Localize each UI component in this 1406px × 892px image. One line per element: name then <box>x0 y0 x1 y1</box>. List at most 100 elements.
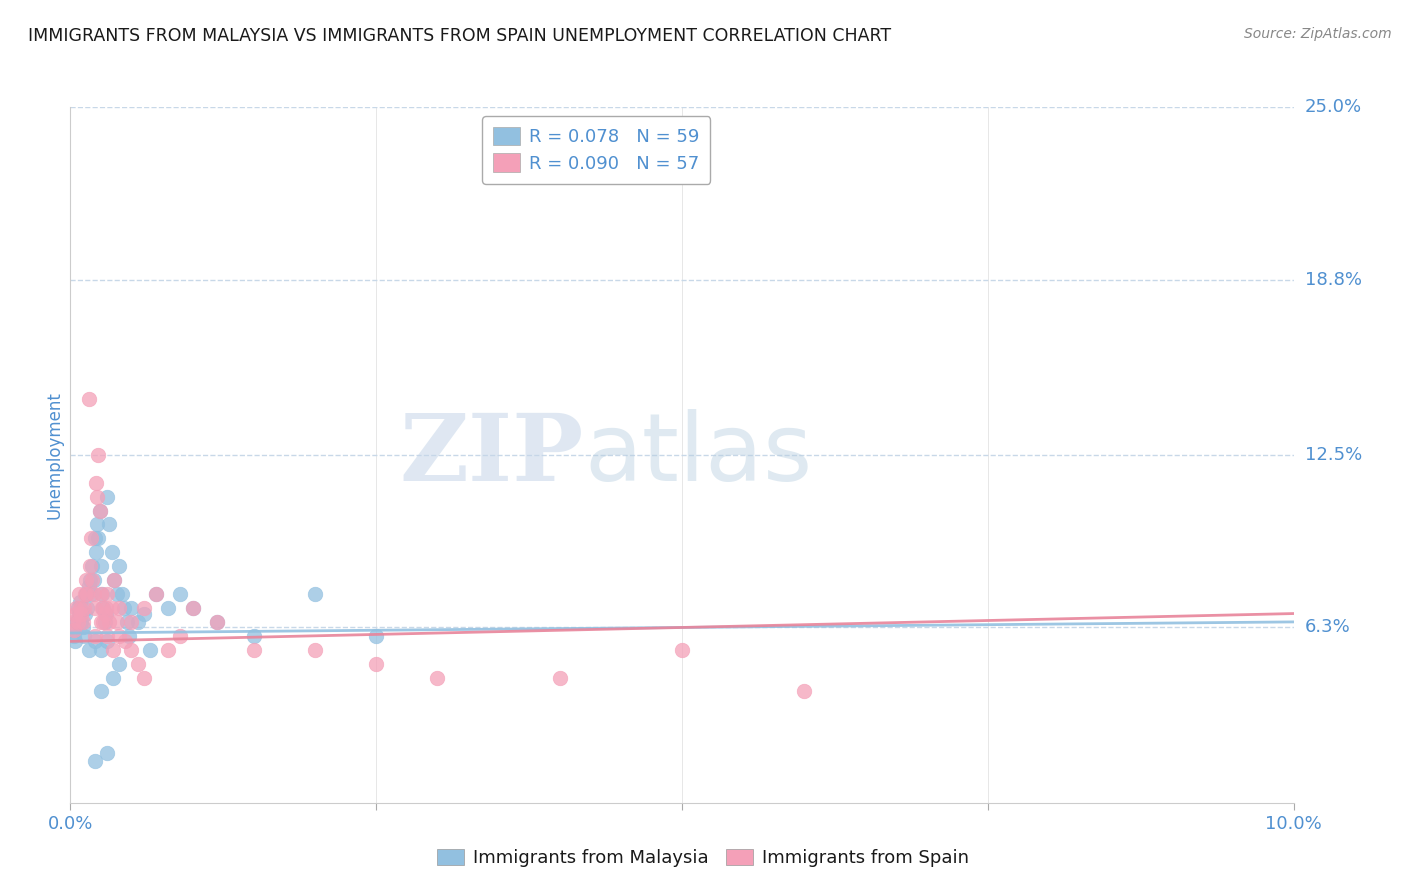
Point <box>108 559 131 574</box>
Point <box>132 601 155 615</box>
Point <box>94 601 117 615</box>
Point <box>112 601 135 615</box>
Point <box>90 642 112 657</box>
Point <box>101 671 124 685</box>
Point <box>67 587 90 601</box>
Point <box>67 607 90 621</box>
Point <box>91 587 114 601</box>
Point <box>80 587 103 601</box>
Point <box>73 607 96 621</box>
Point <box>77 642 100 657</box>
Point <box>118 629 141 643</box>
Point <box>62 615 84 629</box>
Point <box>132 607 155 621</box>
Point <box>91 615 114 629</box>
Point <box>83 573 105 587</box>
Point <box>79 573 101 587</box>
Point <box>87 448 110 462</box>
Point <box>77 579 100 593</box>
Point <box>65 601 87 615</box>
Text: Source: ZipAtlas.com: Source: ZipAtlas.com <box>1244 27 1392 41</box>
Point <box>83 634 105 648</box>
Point <box>93 607 115 621</box>
Point <box>127 657 149 671</box>
Point <box>69 595 91 609</box>
Point <box>304 642 326 657</box>
Point <box>671 642 693 657</box>
Point <box>181 601 204 615</box>
Point <box>63 624 86 638</box>
Legend: Immigrants from Malaysia, Immigrants from Spain: Immigrants from Malaysia, Immigrants fro… <box>429 841 977 874</box>
Text: 6.3%: 6.3% <box>1305 618 1350 637</box>
Point <box>181 601 204 615</box>
Point <box>91 601 114 615</box>
Point <box>83 532 105 546</box>
Point <box>103 573 125 587</box>
Point <box>83 601 105 615</box>
Point <box>90 587 112 601</box>
Point <box>426 671 449 685</box>
Point <box>127 615 149 629</box>
Point <box>83 754 105 768</box>
Point <box>76 601 98 615</box>
Point <box>96 629 118 643</box>
Point <box>115 615 138 629</box>
Point <box>84 475 107 490</box>
Point <box>72 620 94 634</box>
Point <box>157 601 180 615</box>
Point <box>86 490 108 504</box>
Point <box>114 634 136 648</box>
Point <box>76 587 98 601</box>
Point <box>69 601 91 615</box>
Point <box>169 587 191 601</box>
Legend: R = 0.078   N = 59, R = 0.090   N = 57: R = 0.078 N = 59, R = 0.090 N = 57 <box>482 116 710 184</box>
Point <box>108 601 131 615</box>
Text: IMMIGRANTS FROM MALAYSIA VS IMMIGRANTS FROM SPAIN UNEMPLOYMENT CORRELATION CHART: IMMIGRANTS FROM MALAYSIA VS IMMIGRANTS F… <box>28 27 891 45</box>
Point <box>70 607 93 621</box>
Point <box>75 573 97 587</box>
Point <box>101 545 124 559</box>
Y-axis label: Unemployment: Unemployment <box>45 391 63 519</box>
Point <box>75 587 97 601</box>
Point <box>62 624 84 638</box>
Point <box>103 573 125 587</box>
Point <box>90 684 112 698</box>
Point <box>93 615 115 629</box>
Text: 25.0%: 25.0% <box>1305 98 1362 116</box>
Point <box>80 532 103 546</box>
Point <box>169 629 191 643</box>
Point <box>90 559 112 574</box>
Point <box>82 559 104 574</box>
Text: 12.5%: 12.5% <box>1305 446 1362 464</box>
Point <box>96 634 118 648</box>
Point <box>83 629 105 643</box>
Point <box>96 490 118 504</box>
Point <box>121 642 143 657</box>
Point <box>70 615 93 629</box>
Point <box>243 642 266 657</box>
Point <box>98 615 121 629</box>
Point <box>366 629 388 643</box>
Point <box>73 587 96 601</box>
Point <box>77 392 100 407</box>
Point <box>63 634 86 648</box>
Point <box>96 746 118 760</box>
Point <box>145 587 167 601</box>
Point <box>66 601 89 615</box>
Point <box>86 517 108 532</box>
Point <box>101 642 124 657</box>
Point <box>243 629 266 643</box>
Point <box>87 532 110 546</box>
Point <box>66 615 89 629</box>
Point <box>121 615 143 629</box>
Point <box>132 671 155 685</box>
Point <box>89 503 111 517</box>
Point <box>205 615 228 629</box>
Point <box>96 587 118 601</box>
Text: ZIP: ZIP <box>399 410 583 500</box>
Point <box>89 503 111 517</box>
Point <box>205 615 228 629</box>
Point <box>82 573 104 587</box>
Point <box>72 615 94 629</box>
Point <box>90 615 112 629</box>
